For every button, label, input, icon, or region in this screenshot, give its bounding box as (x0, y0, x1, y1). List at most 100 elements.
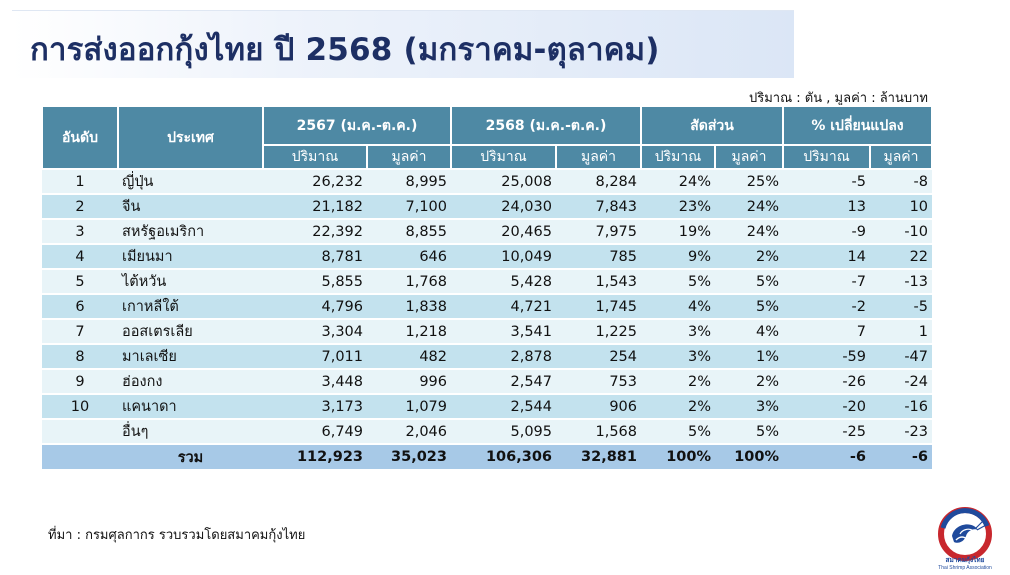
table-row: 6 เกาหลีใต้ 4,796 1,838 4,721 1,745 4% 5% -2 -5 (42, 294, 933, 320)
header-rank: อันดับ (41, 105, 119, 170)
value-2567-cell: 7,100 (367, 194, 451, 220)
table-row: 7 ออสเตรเลีย 3,304 1,218 3,541 1,225 3% 4% 7 1 (42, 319, 933, 345)
quantity-2567-cell: 4,796 (263, 294, 367, 320)
page-title: การส่งออกกุ้งไทย ปี 2568 (มกราคม-ตุลาคม) (30, 32, 660, 68)
header-group-2567: 2567 (ม.ค.-ต.ค.) (262, 105, 452, 146)
change-quantity-cell: 14 (783, 244, 870, 270)
change-quantity-cell: -5 (783, 169, 870, 195)
value-2567-cell: 2,046 (367, 419, 451, 445)
country-cell: ไต้หวัน (118, 269, 263, 295)
total-change-quantity: -6 (783, 444, 870, 469)
thai-shrimp-association-logo: สมาคมกุ้งไทย Thai Shrimp Association (930, 506, 1000, 572)
change-value-cell: -10 (870, 219, 933, 245)
change-value-cell: -24 (870, 369, 933, 395)
header-group-2568: 2568 (ม.ค.-ต.ค.) (450, 105, 642, 146)
share-value-cell: 4% (715, 319, 783, 345)
rank-cell: 10 (42, 394, 118, 420)
share-quantity-cell: 2% (641, 394, 715, 420)
total-v68: 32,881 (556, 444, 641, 469)
table-row: 3 สหรัฐอเมริกา 22,392 8,855 20,465 7,975 19% 24… (42, 219, 933, 245)
value-2567-cell: 1,838 (367, 294, 451, 320)
quantity-2568-cell: 10,049 (451, 244, 556, 270)
change-quantity-cell: -25 (783, 419, 870, 445)
share-value-cell: 5% (715, 294, 783, 320)
total-share-value: 100% (715, 444, 783, 469)
source-note: ที่มา : กรมศุลกากร รวบรวมโดยสมาคมกุ้งไทย (48, 528, 306, 543)
total-q68: 106,306 (451, 444, 556, 469)
unit-note: ปริมาณ : ตัน , มูลค่า : ล้านบาท (749, 91, 928, 106)
share-quantity-cell: 3% (641, 319, 715, 345)
quantity-2567-cell: 22,392 (263, 219, 367, 245)
quantity-2567-cell: 3,173 (263, 394, 367, 420)
value-2568-cell: 7,843 (556, 194, 641, 220)
total-share-quantity: 100% (641, 444, 715, 469)
quantity-2567-cell: 26,232 (263, 169, 367, 195)
table-body: 1 ญี่ปุ่น 26,232 8,995 25,008 8,284 24% 25% -5 -8… (42, 169, 933, 445)
quantity-2568-cell: 2,878 (451, 344, 556, 370)
quantity-2567-cell: 5,855 (263, 269, 367, 295)
value-2568-cell: 1,225 (556, 319, 641, 345)
quantity-2567-cell: 7,011 (263, 344, 367, 370)
quantity-2568-cell: 24,030 (451, 194, 556, 220)
share-value-cell: 1% (715, 344, 783, 370)
shrimp-icon: สมาคมกุ้งไทย Thai Shrimp Association (938, 507, 992, 571)
share-value-cell: 3% (715, 394, 783, 420)
share-quantity-cell: 4% (641, 294, 715, 320)
country-cell: จีน (118, 194, 263, 220)
table-row: 4 เมียนมา 8,781 646 10,049 785 9% 2% 14 22 (42, 244, 933, 270)
quantity-2567-cell: 3,448 (263, 369, 367, 395)
rank-cell: 7 (42, 319, 118, 345)
value-2567-cell: 8,995 (367, 169, 451, 195)
table-row: 9 ฮ่องกง 3,448 996 2,547 753 2% 2% -26 -24 (42, 369, 933, 395)
value-2568-cell: 254 (556, 344, 641, 370)
share-value-cell: 2% (715, 369, 783, 395)
logo-text-en: Thai Shrimp Association (938, 565, 992, 571)
change-quantity-cell: -7 (783, 269, 870, 295)
change-value-cell: -13 (870, 269, 933, 295)
table-row: 8 มาเลเซีย 7,011 482 2,878 254 3% 1% -59 -47 (42, 344, 933, 370)
share-value-cell: 24% (715, 219, 783, 245)
value-2568-cell: 1,543 (556, 269, 641, 295)
quantity-2567-cell: 21,182 (263, 194, 367, 220)
change-value-cell: 10 (870, 194, 933, 220)
shrimp-export-table: อันดับ ประเทศ 2567 (ม.ค.-ต.ค.) 2568 (ม.ค… (41, 105, 934, 469)
quantity-2568-cell: 25,008 (451, 169, 556, 195)
share-value-cell: 2% (715, 244, 783, 270)
quantity-2568-cell: 5,095 (451, 419, 556, 445)
total-q67: 112,923 (263, 444, 367, 469)
share-quantity-cell: 5% (641, 269, 715, 295)
country-cell: ญี่ปุ่น (118, 169, 263, 195)
header-row-sub: ปริมาณ มูลค่า ปริมาณ มูลค่า ปริมาณ มูลค่… (42, 144, 934, 170)
title-band (12, 10, 794, 78)
value-2568-cell: 1,568 (556, 419, 641, 445)
country-cell: ฮ่องกง (118, 369, 263, 395)
value-2568-cell: 1,745 (556, 294, 641, 320)
header-sub-quantity: ปริมาณ (782, 144, 871, 170)
share-value-cell: 25% (715, 169, 783, 195)
header-sub-value: มูลค่า (714, 144, 784, 170)
rank-cell: 1 (42, 169, 118, 195)
header-sub-quantity: ปริมาณ (640, 144, 716, 170)
quantity-2568-cell: 5,428 (451, 269, 556, 295)
value-2568-cell: 8,284 (556, 169, 641, 195)
country-cell: แคนาดา (118, 394, 263, 420)
value-2567-cell: 1,768 (367, 269, 451, 295)
share-value-cell: 5% (715, 419, 783, 445)
share-quantity-cell: 19% (641, 219, 715, 245)
rank-cell: 5 (42, 269, 118, 295)
quantity-2568-cell: 3,541 (451, 319, 556, 345)
country-cell: สหรัฐอเมริกา (118, 219, 263, 245)
table-row: 2 จีน 21,182 7,100 24,030 7,843 23% 24% 13 10 (42, 194, 933, 220)
quantity-2568-cell: 4,721 (451, 294, 556, 320)
share-quantity-cell: 2% (641, 369, 715, 395)
country-cell: อื่นๆ (118, 419, 263, 445)
share-quantity-cell: 24% (641, 169, 715, 195)
change-value-cell: -23 (870, 419, 933, 445)
value-2568-cell: 906 (556, 394, 641, 420)
quantity-2568-cell: 2,544 (451, 394, 556, 420)
header-sub-value: มูลค่า (555, 144, 642, 170)
share-quantity-cell: 23% (641, 194, 715, 220)
header-row-groups: อันดับ ประเทศ 2567 (ม.ค.-ต.ค.) 2568 (ม.ค… (41, 105, 934, 170)
value-2568-cell: 753 (556, 369, 641, 395)
value-2568-cell: 7,975 (556, 219, 641, 245)
